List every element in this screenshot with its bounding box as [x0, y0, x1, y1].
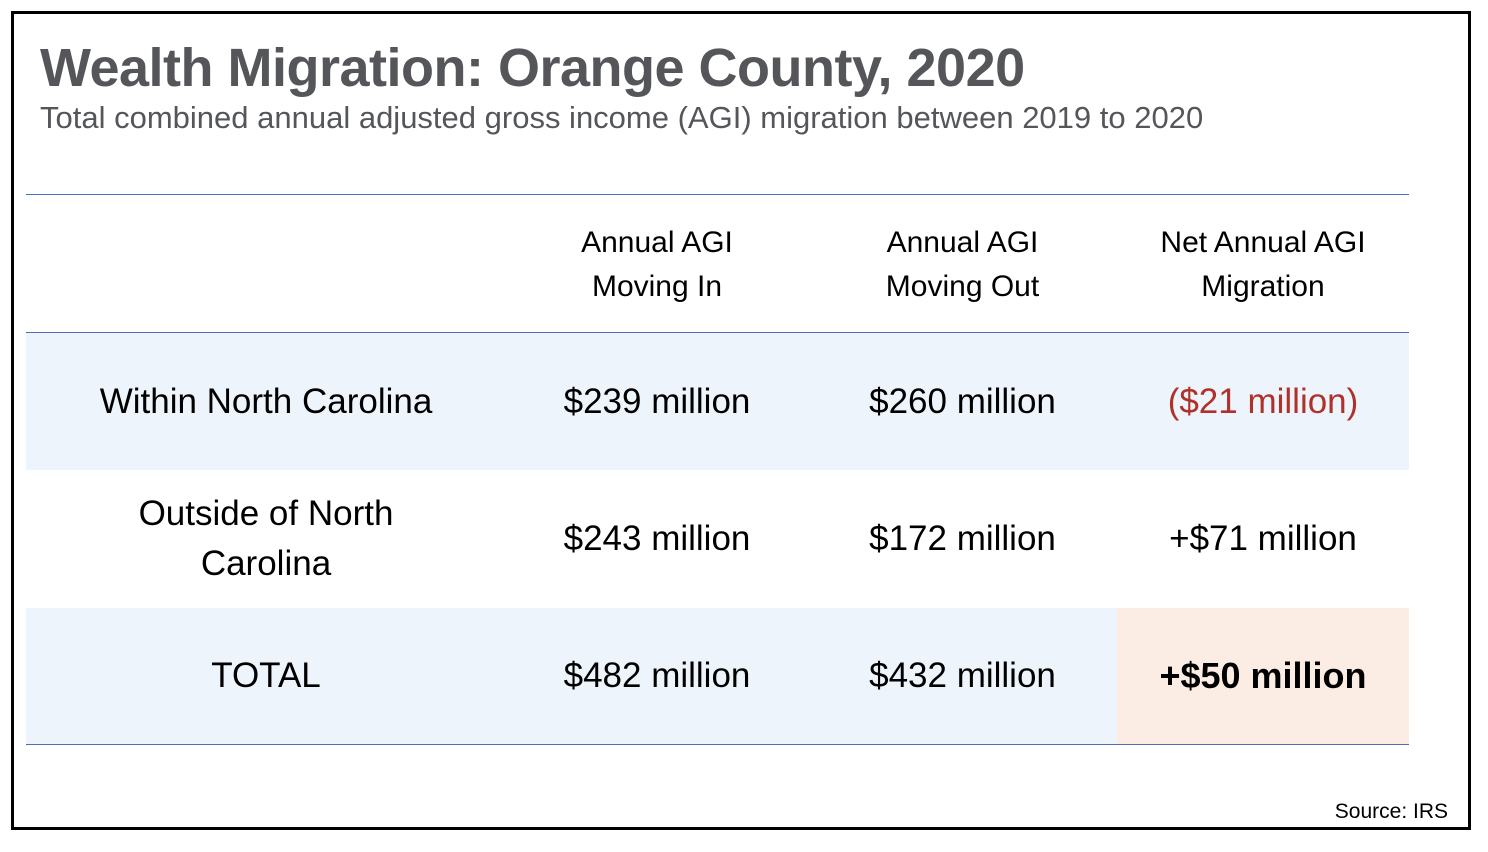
header-moving-out: Annual AGI Moving Out	[808, 195, 1117, 332]
moving-out-value: $172 million	[869, 519, 1056, 558]
net-value: +$71 million	[1169, 519, 1357, 558]
net-total-value: +$50 million	[1117, 608, 1409, 744]
table-bottom-rule	[26, 744, 1409, 745]
header-moving-out-line2: Moving Out	[885, 269, 1040, 303]
header-net-migration: Net Annual AGI Migration	[1117, 195, 1409, 332]
net-value: ($21 million)	[1167, 381, 1359, 421]
moving-in-value: $239 million	[563, 381, 751, 421]
header-blank	[26, 195, 506, 332]
row-label: TOTAL	[211, 656, 321, 695]
table-top-rule	[26, 194, 1409, 195]
row-label-text: Outside of North Carolina	[138, 494, 394, 583]
chart-subtitle: Total combined annual adjusted gross inc…	[40, 100, 1204, 135]
header-net-line1: Net Annual AGI	[1160, 225, 1366, 259]
moving-out-value: $260 million	[869, 381, 1056, 421]
table-row: Within North Carolina $239 million $260 …	[26, 333, 1409, 470]
row-label: Within North Carolina	[99, 381, 433, 421]
header-moving-in-line2: Moving In	[591, 269, 723, 303]
header-bottom-rule	[26, 332, 1409, 333]
row-label: Outside of North Carolina	[26, 470, 506, 608]
header-moving-in: Annual AGI Moving In	[506, 195, 808, 332]
table-row: Outside of North Carolina $243 million $…	[26, 470, 1409, 608]
source-note: Source: IRS	[1334, 800, 1448, 823]
table-header-row: Annual AGI Moving In Annual AGI Moving O…	[26, 195, 1409, 332]
table-row-total: TOTAL $482 million $432 million +$50 mil…	[26, 608, 1409, 744]
header-moving-out-line1: Annual AGI	[886, 225, 1039, 259]
moving-out-value: $432 million	[869, 656, 1056, 695]
chart-title: Wealth Migration: Orange County, 2020	[40, 38, 1025, 98]
header-net-line2: Migration	[1201, 269, 1325, 303]
header-moving-in-line1: Annual AGI	[581, 225, 733, 259]
moving-in-value: $482 million	[563, 656, 751, 695]
moving-in-value: $243 million	[563, 519, 751, 558]
